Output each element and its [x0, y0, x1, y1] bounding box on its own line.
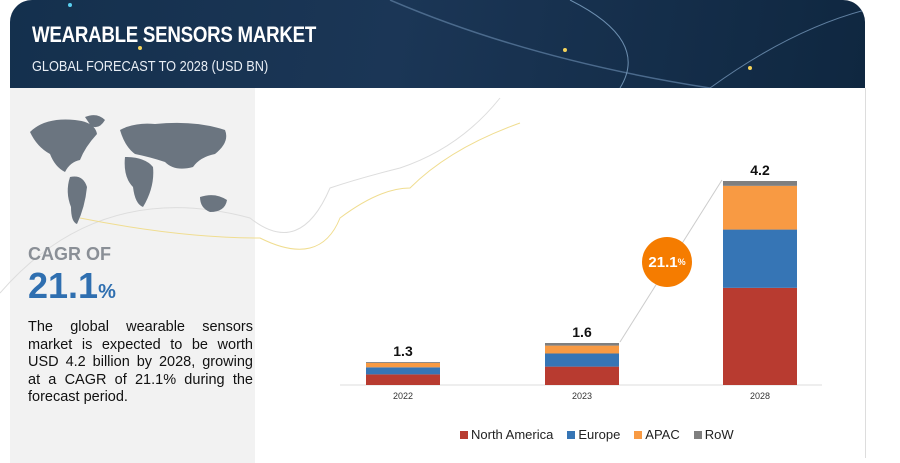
- bar-segment-2022-apac: [366, 362, 440, 368]
- world-map-icon: [30, 115, 227, 224]
- legend-item: APAC: [634, 427, 680, 442]
- header-banner: WEARABLE SENSORS MARKET GLOBAL FORECAST …: [10, 0, 865, 88]
- bar-segment-2022-row: [366, 362, 440, 363]
- cagr-unit: %: [98, 281, 116, 303]
- x-tick-label: 2028: [749, 391, 771, 401]
- total-label: 1.6: [572, 324, 592, 340]
- bar-segment-2028-row: [723, 181, 797, 186]
- legend-swatch: [634, 431, 643, 439]
- cagr-value: 21.1%: [28, 265, 116, 307]
- legend-item: Europe: [567, 427, 620, 442]
- badge-value: 21.1: [648, 253, 678, 271]
- bar-segment-2022-north-america: [366, 374, 440, 385]
- bar-segment-2028-north-america: [723, 287, 797, 385]
- legend: North America Europe APAC RoW: [460, 427, 734, 442]
- legend-item: North America: [460, 427, 553, 442]
- legend-swatch: [460, 431, 468, 439]
- x-tick-label: 2022: [392, 391, 414, 401]
- bar-segment-2023-apac: [545, 345, 619, 354]
- badge-unit: %: [677, 257, 686, 267]
- chart-subtitle: GLOBAL FORECAST TO 2028 (USD BN): [32, 58, 269, 75]
- frame-border: [855, 88, 866, 458]
- bar-segment-2028-europe: [723, 229, 797, 288]
- legend-label: RoW: [704, 427, 734, 442]
- cagr-label: CAGR OF: [28, 244, 111, 264]
- total-label: 4.2: [750, 162, 770, 178]
- legend-label: North America: [471, 427, 554, 442]
- cagr-badge: 21.1%: [642, 237, 692, 287]
- legend-label: APAC: [645, 427, 680, 442]
- total-label: 1.3: [393, 343, 413, 359]
- legend-label: Europe: [578, 427, 621, 442]
- legend-swatch: [693, 431, 702, 439]
- legend-swatch: [567, 431, 576, 439]
- bar-segment-2028-apac: [723, 185, 797, 230]
- bar-segment-2023-europe: [545, 353, 619, 367]
- x-tick-label: 2023: [571, 391, 593, 401]
- summary-description: The global wearable sensors market is ex…: [28, 319, 253, 405]
- chart-title: WEARABLE SENSORS MARKET: [32, 22, 317, 47]
- decorative-light-streaks: [68, 0, 865, 88]
- bar-segment-2023-north-america: [545, 366, 619, 385]
- bar-segment-2022-europe: [366, 367, 440, 375]
- bar-segment-2023-row: [545, 343, 619, 346]
- cagr-number: 21.1: [28, 265, 99, 306]
- legend-item: RoW: [693, 427, 734, 442]
- decorative-curves: [0, 97, 521, 294]
